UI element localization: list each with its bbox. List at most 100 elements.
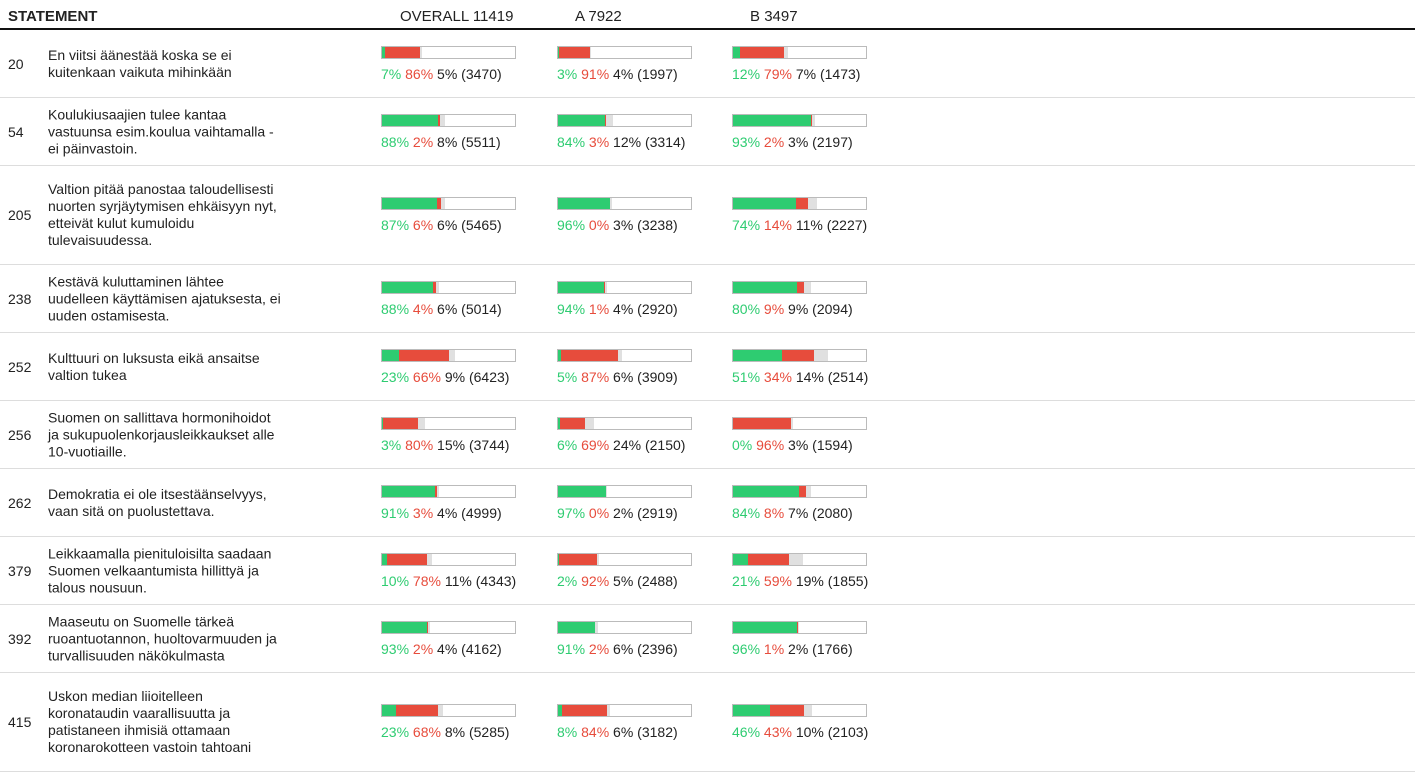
group-result: 10% 78% 11% (4343) [381,552,516,589]
vote-segment [382,281,434,293]
vote-text: 23% 66% 9% (6423) [381,369,516,385]
vote-segment [558,281,605,293]
group-result: 12% 79% 7% (1473) [732,45,867,82]
vote-text: 80% 9% 9% (2094) [732,301,867,317]
vote-bar [381,552,516,566]
vote-text: 96% 0% 3% (3238) [557,217,692,233]
group-result: 5% 87% 6% (3909) [557,348,692,385]
vote-bar [557,197,692,210]
vote-percent: 96% [756,436,785,453]
vote-segment [585,417,594,429]
vote-segment [733,705,770,716]
vote-segment [733,621,798,633]
group-result: 84% 8% 7% (2080) [732,484,867,521]
statement-id: 392 [8,630,32,647]
group-result: 91% 2% 6% (2396) [557,620,692,657]
vote-percent: 68% [412,724,441,740]
vote-bar [557,704,692,717]
vote-segment [804,705,813,716]
vote-segment [558,198,611,209]
vote-segment [441,198,445,209]
vote-percent: 66% [412,368,441,385]
vote-segment [594,621,596,633]
vote-count: (5285) [468,724,510,740]
vote-percent: 86% [405,65,434,82]
statement-line: Maaseutu on Suomelle tärkeä [48,613,234,629]
vote-percent: 6% [437,217,458,233]
vote-percent: 11% [444,572,472,589]
statement-row: 392 Maaseutu on Suomelle tärkeä ruoantuota… [0,605,1415,673]
statement-text: Maaseutu on Suomelle tärkeä ruoantuotanno… [48,613,277,664]
vote-percent: 93% [732,133,761,150]
vote-text: 94% 1% 4% (2920) [557,301,692,317]
vote-percent: 6% [613,724,634,740]
rows: 20 En viitsi äänestää koska se ei kuitenka… [0,30,1417,772]
vote-text: 87% 6% 6% (5465) [381,217,516,233]
vote-percent: 46% [732,724,761,740]
statement-line: patistaneen ihmisiä ottamaan [48,722,231,738]
vote-count: (2197) [812,133,853,150]
vote-segment [797,621,799,633]
vote-percent: 1% [588,300,610,317]
group-result: 21% 59% 19% (1855) [732,552,868,589]
vote-percent: 91% [381,504,410,521]
vote-segment [558,349,562,361]
vote-segment [428,621,430,633]
group-result: 6% 69% 24% (2150) [557,416,692,453]
vote-percent: 51% [732,368,761,385]
statement-line: Suomen velkaantumista hillittyä ja [48,562,259,578]
vote-count: (4999) [461,504,502,521]
vote-segment [805,485,812,497]
vote-count: (3314) [644,133,686,150]
vote-percent: 5% [437,65,458,82]
group-result: 94% 1% 4% (2920) [557,280,692,317]
vote-segment [733,485,800,497]
vote-segment [604,281,607,293]
group-result: 84% 3% 12% (3314) [557,113,692,150]
vote-percent: 84% [732,504,761,521]
vote-segment [419,46,422,58]
vote-count: (3470) [461,65,502,82]
vote-segment [396,705,438,716]
statement-text: Kestävä kuluttaminen lähtee uudelleen käy… [48,273,281,324]
statement-id: 20 [8,55,24,72]
vote-bar [381,620,516,634]
statement-text: Valtion pitää panostaa taloudellisesti nu… [48,181,277,249]
vote-segment [418,417,425,429]
vote-percent: 74% [732,217,761,233]
statement-line: uuden ostamisesta. [48,307,170,323]
vote-count: (2919) [637,504,678,521]
vote-segment [747,553,790,565]
vote-percent: 94% [557,300,586,317]
vote-count: (2488) [637,572,678,589]
vote-segment [733,46,740,58]
vote-text: 10% 78% 11% (4343) [381,573,516,589]
statement-line: En viitsi äänestää koska se ei [48,46,232,63]
vote-percent: 2% [788,640,809,657]
statement-line: Demokratia ei ole itsestäänselvyys, [48,485,267,502]
vote-segment [433,281,436,293]
vote-bar [732,113,867,127]
vote-percent: 2% [613,504,634,521]
vote-segment [733,198,796,209]
statement-header: STATEMENT [8,8,98,25]
vote-bar [732,348,867,362]
vote-segment [610,198,612,209]
vote-percent: 91% [581,65,610,82]
vote-percent: 78% [412,572,441,589]
vote-text: 88% 4% 6% (5014) [381,301,516,317]
vote-bar [381,484,516,498]
vote-segment [795,198,808,209]
vote-count: (5014) [461,300,502,317]
vote-percent: 14% [763,217,792,233]
vote-segment [382,705,397,716]
statement-line: vaan sitä on puolustettava. [48,502,215,519]
group-result: 2% 92% 5% (2488) [557,552,692,589]
vote-segment [383,417,419,429]
vote-percent: 21% [732,572,761,589]
vote-segment [448,349,456,361]
vote-percent: 84% [557,133,586,150]
vote-percent: 3% [788,436,809,453]
vote-percent: 79% [763,65,792,82]
vote-count: (5465) [461,217,502,233]
